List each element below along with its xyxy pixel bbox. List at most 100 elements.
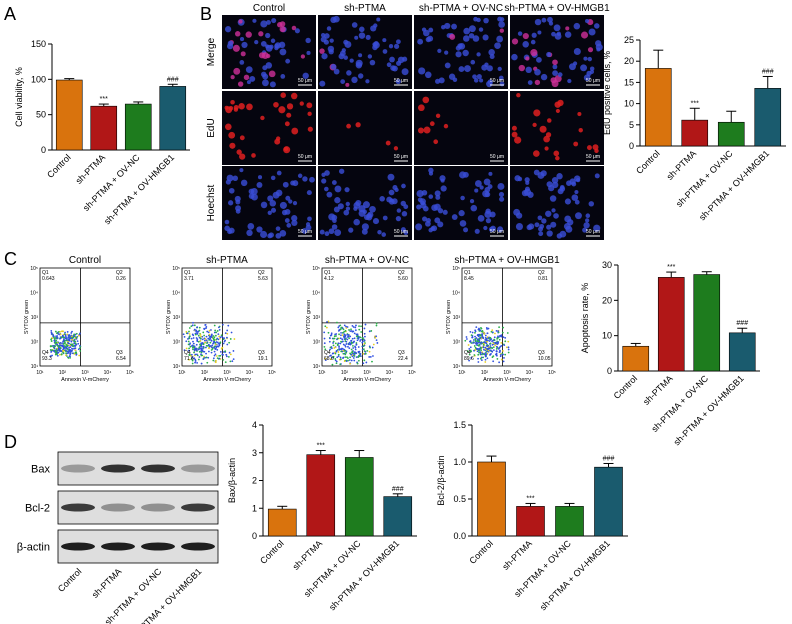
micro-row-label: Hoechst [206,184,217,221]
x-axis-label: Annexin V-mCherry [343,377,391,383]
x-tick-label: sh-PTMA [74,152,108,186]
y-tick-label: 0 [41,145,46,155]
quadrant-id: Q3 [538,350,545,356]
x-tick-label: sh-PTMA [291,538,325,572]
x-tick-label: sh-PTMA [665,148,699,182]
y-tick-label: 10⁴ [452,291,460,297]
quadrant-value: 93.3 [42,356,52,362]
scale-bar-label: 50 μm [586,154,600,160]
micro-image: 50 μm [414,91,508,165]
y-tick-label: 10¹ [313,364,321,370]
x-tick-label: 10³ [223,370,231,376]
y-tick-label: 10² [173,340,181,346]
bar-chart-a: 0 50 100 150 Cell viability, % Control *** sh-P… [14,39,190,226]
y-tick-label: 30 [602,260,612,270]
blot-band [141,464,175,473]
quadrant-id: Q1 [184,270,191,276]
x-tick-label: 10² [481,370,489,376]
y-tick-label: 1 [252,503,257,513]
x-tick-label: sh-PTMA + OV-HMGB1 [538,538,612,612]
x-tick-label: 10¹ [318,370,326,376]
scale-bar-label: 50 μm [490,229,504,235]
quadrant-id: Q2 [258,270,265,276]
quadrant-value: 89.6 [464,356,474,362]
quadrant-value: 5.63 [258,276,268,282]
scale-bar-label: 50 μm [490,78,504,84]
blot-band [61,464,95,473]
quadrant-label: Q3 6.54 [116,350,126,362]
quadrant-id: Q4 [42,350,49,356]
quadrant-value: 5.60 [398,276,408,282]
significance-mark: *** [100,96,108,103]
quadrant-label: Q1 4.12 [324,270,334,282]
bar-4 [754,88,782,147]
quadrant-value: 22.4 [398,356,408,362]
quadrant-label: Q1 0.643 [42,270,55,282]
micro-image: 50 μm [222,91,316,165]
y-tick-label: 50 [36,110,46,120]
quadrant-label: Q4 68.0 [324,350,334,362]
blot-band [141,503,175,512]
x-tick-label: sh-PTMA + OV-HMGB1 [672,373,746,447]
x-tick-label: 10⁴ [526,370,534,376]
scale-bar-label: 50 μm [586,229,600,235]
micro-column-title: sh-PTMA [344,3,386,14]
micro-image: 50 μm [318,91,412,165]
micro-image: 50 μm [414,15,508,89]
bar-2 [681,119,709,147]
significance-mark: ### [167,76,179,83]
y-tick-label: 10³ [453,315,461,321]
bar-2 [516,506,545,537]
y-tick-label: 10² [31,340,39,346]
flow-plot: sh-PTMA Q1 3.71 Q2 5.63 Q4 71.6 Q3 19.1 10¹ 10² 10³… [166,255,276,383]
quadrant-label: Q1 8.45 [464,270,474,282]
quadrant-value: 10.05 [538,356,551,362]
blot-band [181,503,215,512]
flow-plot-title: sh-PTMA + OV-HMGB1 [454,255,560,266]
significance-mark: *** [526,495,534,502]
y-axis-label: Apoptosis rate, % [580,283,590,354]
quadrant-value: 19.1 [258,356,268,362]
flow-plot-title: sh-PTMA [206,255,248,266]
y-axis-label: SYTOX green [24,300,30,334]
blot-band [61,542,95,551]
y-tick-label: 0 [252,531,257,541]
x-tick-label: sh-PTMA [641,373,675,407]
scale-bar-label: 50 μm [394,78,408,84]
scale-bar-label: 50 μm [394,229,408,235]
quadrant-label: Q3 22.4 [398,350,408,362]
y-axis-label: SYTOX green [166,300,172,334]
x-tick-label: 10⁵ [268,370,276,376]
bar-1 [622,345,650,372]
quadrant-id: Q3 [398,350,405,356]
significance-mark: *** [667,264,675,271]
bar-1 [267,508,297,537]
quadrant-value: 0.26 [116,276,126,282]
micro-row-label: Merge [206,37,217,66]
quadrant-label: Q2 5.63 [258,270,268,282]
micro-image: 50 μm [318,15,412,89]
y-tick-label: 4 [252,420,257,430]
micro-column-title: Control [253,3,285,14]
bar-3 [555,506,584,537]
scale-bar-label: 50 μm [586,78,600,84]
quadrant-label: Q2 0.26 [116,270,126,282]
y-tick-label: 10³ [31,315,39,321]
significance-mark: ### [392,486,404,493]
x-tick-label: 10⁵ [126,370,134,376]
panel-label-d: D [4,432,17,452]
y-axis-label: Bax/β-actin [227,458,237,503]
y-axis-label: EdU positive cells, % [602,51,612,135]
quadrant-label: Q1 3.71 [184,270,194,282]
micro-image: 50 μm [510,91,604,165]
bar-1 [55,79,83,151]
quadrant-id: Q1 [464,270,471,276]
y-tick-label: 10⁴ [172,291,180,297]
panel-label-b: B [200,4,212,24]
micro-column-title: sh-PTMA + OV-NC [419,3,503,14]
y-axis-label: Bcl-2/β-actin [436,455,446,505]
blot-band [181,542,215,551]
x-tick-label: 10¹ [36,370,44,376]
y-tick-label: 20 [624,56,634,66]
blot-band [61,503,95,512]
